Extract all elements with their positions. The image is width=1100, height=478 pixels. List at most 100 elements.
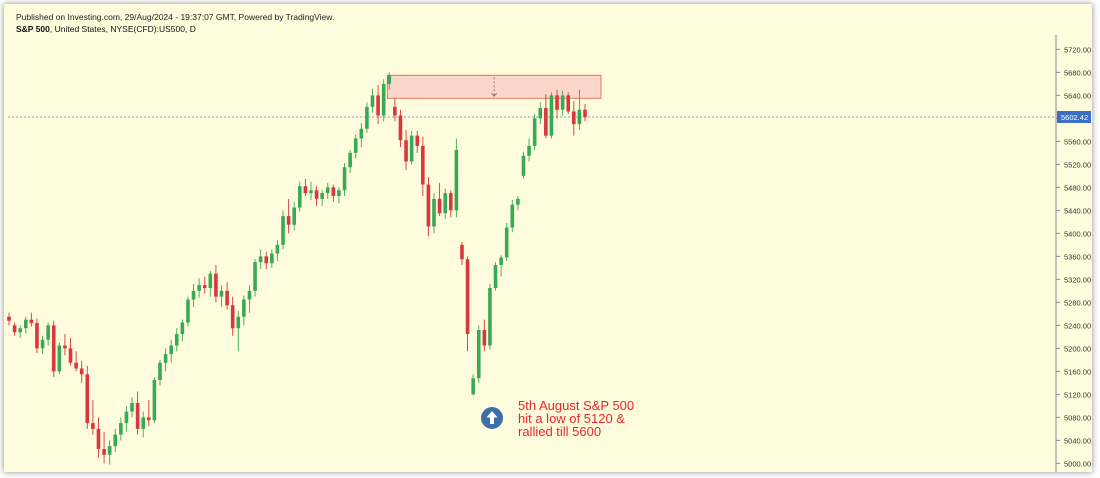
- candle-body: [275, 244, 280, 254]
- candle-body: [460, 244, 464, 260]
- candle-body: [365, 106, 369, 129]
- candle-body: [197, 285, 201, 291]
- candle-body: [337, 190, 341, 196]
- candle-body: [107, 446, 112, 455]
- y-tick-label: 5000.00: [1064, 459, 1091, 468]
- candle-body: [471, 378, 475, 395]
- y-tick-label: 5480.00: [1064, 183, 1091, 192]
- candle-body: [499, 257, 503, 265]
- candle-body: [532, 118, 537, 146]
- candle-body: [46, 325, 50, 340]
- candle-body: [376, 95, 380, 116]
- candle-body: [566, 95, 571, 112]
- candle-body: [242, 299, 246, 317]
- candle-body: [387, 75, 392, 84]
- candle-body: [381, 83, 386, 116]
- candle-body: [325, 187, 330, 194]
- candle-body: [163, 354, 168, 363]
- candle-body: [560, 95, 565, 110]
- candle-body: [152, 380, 157, 421]
- candle-body: [297, 186, 302, 208]
- candle-body: [549, 95, 554, 136]
- resistance-zone-layer: [386, 74, 602, 99]
- symbol-name: S&P 500: [16, 24, 50, 34]
- candle-body: [510, 204, 515, 228]
- y-tick-label: 5160.00: [1064, 367, 1091, 376]
- candle-body: [320, 193, 324, 199]
- candle-body: [359, 128, 364, 139]
- candle-body: [521, 155, 526, 176]
- candle-body: [247, 290, 252, 300]
- candle-body: [527, 145, 531, 156]
- axis-layer: 5720.005680.005640.005600.005560.005520.…: [8, 35, 1091, 472]
- candle-body: [577, 109, 582, 125]
- candle-body: [342, 167, 347, 191]
- candle-body: [130, 403, 134, 412]
- candle-body: [57, 345, 62, 372]
- candle-body: [7, 316, 11, 321]
- candle-body: [119, 423, 123, 435]
- candle-body: [465, 259, 470, 334]
- candle-body: [186, 299, 190, 323]
- candle-body: [270, 253, 274, 264]
- y-tick-label: 5120.00: [1064, 390, 1091, 399]
- candle-body: [113, 434, 118, 447]
- candle-body: [169, 345, 173, 355]
- candle-body: [303, 186, 308, 194]
- candle-body: [180, 322, 185, 334]
- candle-body: [572, 111, 576, 125]
- candle-body: [258, 256, 263, 263]
- symbol-title: S&P 500, United States, NYSE(CFD):US500,…: [16, 24, 196, 34]
- candle-body: [454, 150, 459, 211]
- candle-body: [85, 374, 90, 424]
- y-tick-label: 5200.00: [1064, 344, 1091, 353]
- candle-body: [91, 423, 95, 429]
- candle-body: [214, 273, 218, 297]
- candle-body: [79, 368, 84, 375]
- zone-measure-arrow: [491, 92, 497, 97]
- candle-body: [544, 108, 548, 136]
- candle-body: [370, 95, 375, 107]
- last-price-label: 5602.42: [1061, 113, 1088, 122]
- candle-body: [348, 152, 352, 168]
- candle-body: [443, 193, 447, 214]
- candle-body: [225, 290, 229, 306]
- y-tick-label: 5560.00: [1064, 137, 1091, 146]
- candle-body: [63, 345, 67, 349]
- y-tick-label: 5640.00: [1064, 91, 1091, 100]
- candle-body: [141, 417, 146, 429]
- candle-body: [555, 95, 559, 110]
- candle-body: [253, 262, 257, 291]
- candle-body: [437, 198, 442, 214]
- y-tick-label: 5440.00: [1064, 206, 1091, 215]
- candle-body: [236, 316, 241, 329]
- candle-body: [74, 362, 78, 369]
- y-tick-label: 5400.00: [1064, 229, 1091, 238]
- candle-body: [102, 449, 106, 455]
- candle-body: [68, 348, 73, 363]
- y-tick-label: 5240.00: [1064, 321, 1091, 330]
- y-tick-label: 5680.00: [1064, 68, 1091, 77]
- annotation-line: hit a low of 5120 &: [518, 411, 625, 426]
- candle-body: [124, 411, 129, 424]
- candle-body: [12, 325, 17, 333]
- candle-body: [448, 193, 453, 211]
- symbol-details: , United States, NYSE(CFD):US500, D: [49, 24, 196, 34]
- candle-body: [208, 273, 213, 288]
- candle-body: [174, 334, 179, 346]
- candles-layer: [7, 72, 587, 465]
- y-tick-label: 5720.00: [1064, 45, 1091, 54]
- candle-body: [158, 362, 162, 380]
- up-arrow-glyph: [486, 411, 498, 424]
- candle-body: [331, 187, 336, 196]
- y-tick-label: 5320.00: [1064, 275, 1091, 284]
- candle-body: [538, 108, 543, 119]
- annotation-line: 5th August S&P 500: [518, 398, 634, 413]
- candle-body: [292, 207, 297, 225]
- candle-body: [398, 115, 403, 141]
- candle-body: [393, 106, 397, 116]
- candle-body: [409, 135, 414, 162]
- candle-body: [281, 216, 285, 245]
